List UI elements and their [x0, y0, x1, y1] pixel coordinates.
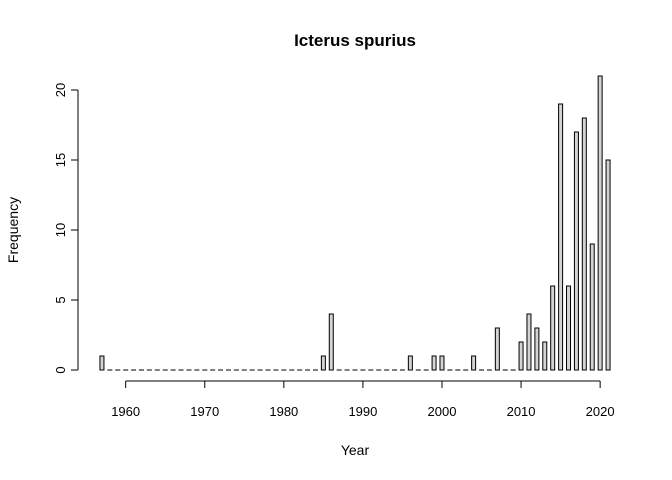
bar-2021 — [605, 159, 611, 371]
bars-group — [99, 75, 611, 371]
bar-2004 — [471, 355, 477, 371]
bar-2017 — [573, 131, 579, 371]
chart-title: Icterus spurius — [294, 31, 416, 50]
y-tick-label-0: 0 — [53, 366, 68, 373]
bar-2010 — [518, 341, 524, 371]
bar-2007 — [494, 327, 500, 371]
x-axis-label: Year — [341, 442, 370, 458]
x-tick-label-1980: 1980 — [269, 404, 298, 419]
x-tick-label-1960: 1960 — [111, 404, 140, 419]
bar-2000 — [439, 355, 445, 371]
bar-1999 — [431, 355, 437, 371]
y-axis-label: Frequency — [5, 197, 21, 263]
y-tick-label-10: 10 — [53, 223, 68, 237]
bar-1985 — [320, 355, 326, 371]
y-axis: 0 5 10 15 20 — [53, 83, 79, 374]
bar-2020 — [597, 75, 603, 371]
bar-2011 — [526, 313, 532, 371]
x-tick-label-2000: 2000 — [428, 404, 457, 419]
bar-2018 — [581, 117, 587, 371]
bar-1986 — [328, 313, 334, 371]
x-tick-label-2020: 2020 — [586, 404, 615, 419]
x-axis: 1960 1970 1980 1990 2000 2010 2020 — [111, 380, 615, 419]
x-tick-label-1970: 1970 — [190, 404, 219, 419]
y-tick-label-20: 20 — [53, 83, 68, 97]
bar-2012 — [534, 327, 540, 371]
bar-1957 — [99, 355, 105, 371]
bar-2014 — [550, 285, 556, 371]
bar-2015 — [558, 103, 564, 371]
x-tick-label-1990: 1990 — [348, 404, 377, 419]
y-tick-label-15: 15 — [53, 153, 68, 167]
bar-2016 — [566, 285, 572, 371]
bar-1996 — [407, 355, 413, 371]
y-tick-label-5: 5 — [53, 296, 68, 303]
x-tick-label-2010: 2010 — [507, 404, 536, 419]
bar-2019 — [589, 243, 595, 371]
bar-2013 — [542, 341, 548, 371]
